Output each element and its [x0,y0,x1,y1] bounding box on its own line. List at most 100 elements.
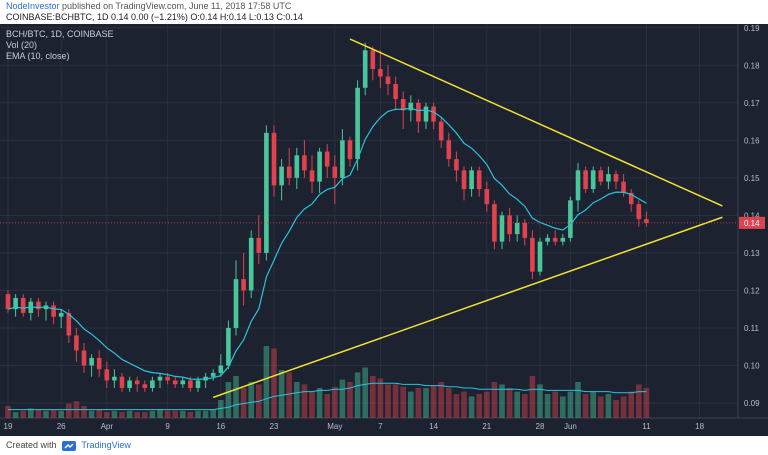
candle-body [81,350,87,366]
candle-body [180,380,186,385]
candle-body [13,297,18,310]
chart-background [0,24,768,436]
candle-body [621,181,626,193]
volume-bar [111,410,118,418]
candle-body [165,376,170,381]
candle-body [552,237,558,242]
volume-bar [142,412,148,418]
candle-body [537,241,543,272]
created-with-label: Created with [6,440,57,450]
chart-legend: BCH/BTC, 1D, COINBASE Vol (20) EMA (10, … [6,29,114,62]
legend-symbol: BCH/BTC, 1D, COINBASE [6,29,114,39]
volume-bar [354,372,361,418]
volume-bar [430,385,437,418]
volume-bar [415,388,422,418]
volume-bar [180,410,186,418]
ema-line [7,107,647,380]
volume-bar [636,384,642,418]
candle-body [51,305,56,317]
volume-bar [560,396,566,418]
candle-body [613,174,619,182]
price-tick-label: 0.13 [744,249,760,258]
volume-bar [202,410,209,418]
candle-body [134,380,140,385]
candle-body [324,151,330,167]
volume-bar [278,370,285,418]
volume-bar [339,379,346,418]
price-tick-label: 0.14 [744,211,760,220]
trendline-lower [212,216,723,399]
volume-bar [377,378,384,418]
volume-bar [522,394,528,418]
volume-bar [5,406,11,418]
publish-info: published on TradingView.com, June 11, 2… [62,1,292,11]
volume-bar [484,391,490,418]
volume-bar [544,394,551,418]
volume-bar [12,412,19,418]
volume-bar [370,376,376,418]
author-link[interactable]: NodeInvestor [6,1,60,11]
candle-body [416,102,421,122]
volume-bar [506,388,513,418]
candlestick-chart[interactable]: 0.19 0.18 0.17 0.16 0.15 0.14 0.13 0.12 0.11 0.10… [0,24,768,436]
candle-body [20,297,26,313]
candle-body [96,357,102,370]
candle-body [89,357,94,366]
volume-bar [529,376,536,418]
price-tick-label: 0.17 [744,99,760,108]
volume-bar [461,391,467,418]
candle-body [469,170,474,190]
candle-body [58,312,64,317]
candle-body [36,301,41,310]
time-tick-label: 23 [270,422,279,431]
candle-body [74,335,79,351]
candle-body [317,151,322,182]
chart-area[interactable]: 0.19 0.18 0.17 0.16 0.15 0.14 0.13 0.12 0.11 0.10… [0,24,768,436]
candle-body [347,140,353,160]
volume-bar [96,409,102,418]
time-tick-label: 26 [57,422,66,431]
time-tick-label: 16 [216,422,225,431]
candle-body [241,279,246,291]
time-tick-label: 11 [642,422,651,431]
candle-body [256,237,262,253]
candle-body [362,50,368,88]
volume-bar [643,388,650,418]
candle-body [438,121,444,141]
volume-bar [423,388,429,418]
volume-bar [126,410,133,418]
candle-body [590,170,596,190]
volume-bar [590,391,596,418]
candle-body [142,384,148,388]
volume-bar [28,408,34,418]
volume-bar [628,391,634,418]
volume-bar [50,409,57,418]
tradingview-brand-link[interactable]: TradingView [81,440,131,450]
volume-bar [104,412,110,418]
candle-body [286,166,292,178]
candle-body [210,372,216,377]
candle-body [188,380,193,388]
legend-volume: Vol (20) [6,40,38,50]
volume-bar [218,400,224,418]
volume-bar [58,410,64,418]
candle-body [400,99,406,111]
candle-body [545,237,550,242]
volume-bar [453,394,460,418]
price-tick-label: 0.15 [744,174,760,183]
candle-body [279,166,284,186]
symbol-ohlc-line: COINBASE:BCHBTC, 1D 0.14 0.00 (−1.21%) O… [6,12,303,22]
candle-body [355,87,360,160]
volume-bar [294,382,300,418]
candle-body [66,312,72,336]
price-tick-label: 0.10 [744,361,760,370]
price-tick-label: 0.19 [744,24,760,33]
candle-body [423,106,429,122]
volume-bar [347,382,353,418]
candle-body [560,237,566,242]
volume-bar [537,384,543,418]
volume-bar [316,388,323,418]
candle-body [408,102,414,111]
candle-body [461,170,467,190]
candle-body [476,170,482,190]
